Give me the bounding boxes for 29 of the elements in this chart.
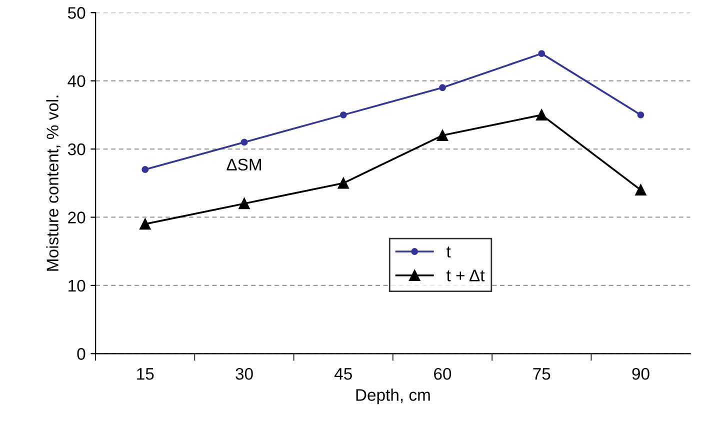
point bbox=[240, 138, 248, 146]
point bbox=[142, 166, 149, 173]
x-tick-label: 90 bbox=[632, 368, 650, 380]
x-tick-label: 15 bbox=[137, 368, 154, 380]
x-tick-label: 60 bbox=[434, 368, 452, 380]
point bbox=[439, 84, 446, 92]
x-tick-label: 75 bbox=[533, 368, 550, 380]
x-axis-title: Depth, cm bbox=[356, 388, 430, 404]
point bbox=[536, 109, 548, 120]
point bbox=[140, 218, 151, 230]
point bbox=[635, 184, 646, 196]
y-tick-label: 10 bbox=[68, 280, 86, 292]
y-tick-label: 50 bbox=[68, 7, 86, 19]
y-tick-label: 20 bbox=[68, 212, 86, 224]
y-axis-title: Moisture content, % vol. bbox=[46, 96, 60, 271]
point bbox=[338, 178, 349, 189]
legend-label: t + Δt bbox=[446, 270, 485, 282]
point bbox=[436, 130, 448, 141]
y-tick-label: 0 bbox=[77, 348, 86, 360]
point bbox=[637, 111, 644, 118]
y-tick-label: 30 bbox=[68, 143, 86, 156]
legend-label: t bbox=[446, 246, 451, 258]
point bbox=[340, 111, 347, 118]
point bbox=[238, 198, 250, 210]
point bbox=[538, 50, 546, 58]
x-tick-label: 45 bbox=[334, 368, 352, 380]
y-tick-label: 40 bbox=[68, 75, 86, 88]
x-tick-label: 30 bbox=[236, 368, 253, 380]
annotation: ΔSM bbox=[226, 158, 261, 171]
